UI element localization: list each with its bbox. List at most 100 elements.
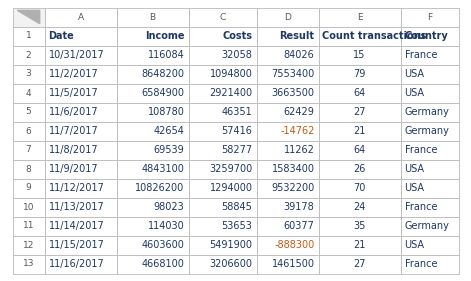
Bar: [188, 140, 257, 160]
Text: 3663500: 3663500: [271, 88, 315, 98]
Bar: [116, 140, 188, 160]
Text: 4668100: 4668100: [142, 259, 185, 269]
Bar: [13, 255, 44, 273]
Bar: [188, 198, 257, 216]
Bar: [400, 255, 458, 273]
Text: 11: 11: [23, 221, 34, 230]
Text: 4603600: 4603600: [142, 240, 185, 250]
Bar: [257, 65, 318, 83]
Text: 4843100: 4843100: [142, 164, 185, 174]
Bar: [44, 216, 116, 235]
Bar: [116, 26, 188, 46]
Bar: [188, 160, 257, 178]
Bar: [318, 178, 400, 198]
Text: 3: 3: [25, 69, 32, 78]
Bar: [44, 103, 116, 121]
Bar: [13, 178, 44, 198]
Bar: [44, 255, 116, 273]
Bar: [400, 46, 458, 65]
Text: -888300: -888300: [274, 240, 315, 250]
Bar: [188, 8, 257, 26]
Bar: [400, 8, 458, 26]
Bar: [400, 140, 458, 160]
Bar: [318, 198, 400, 216]
Bar: [318, 103, 400, 121]
Text: 69539: 69539: [154, 145, 185, 155]
Bar: [13, 8, 44, 26]
Bar: [116, 198, 188, 216]
Text: Country: Country: [405, 31, 448, 41]
Text: 6584900: 6584900: [141, 88, 185, 98]
Bar: [318, 160, 400, 178]
Bar: [257, 160, 318, 178]
Bar: [116, 46, 188, 65]
Bar: [318, 26, 400, 46]
Text: 27: 27: [353, 107, 366, 117]
Text: 58277: 58277: [221, 145, 252, 155]
Text: USA: USA: [405, 164, 424, 174]
Text: France: France: [405, 259, 437, 269]
Bar: [318, 121, 400, 140]
Text: 46351: 46351: [222, 107, 252, 117]
Bar: [13, 46, 44, 65]
Text: 8648200: 8648200: [141, 69, 185, 79]
Text: France: France: [405, 202, 437, 212]
Text: 13: 13: [23, 259, 34, 269]
Bar: [13, 198, 44, 216]
Text: 11/8/2017: 11/8/2017: [49, 145, 98, 155]
Bar: [44, 46, 116, 65]
Bar: [44, 121, 116, 140]
Bar: [188, 103, 257, 121]
Bar: [257, 83, 318, 103]
Bar: [257, 46, 318, 65]
Bar: [318, 65, 400, 83]
Bar: [400, 160, 458, 178]
Text: 11/16/2017: 11/16/2017: [49, 259, 104, 269]
Bar: [44, 178, 116, 198]
Bar: [44, 140, 116, 160]
Text: Germany: Germany: [405, 107, 449, 117]
Text: 5491900: 5491900: [210, 240, 252, 250]
Text: 1461500: 1461500: [271, 259, 315, 269]
Bar: [188, 160, 257, 178]
Bar: [188, 216, 257, 235]
Text: 21: 21: [353, 126, 365, 136]
Text: USA: USA: [405, 88, 424, 98]
Bar: [116, 198, 188, 216]
Bar: [257, 140, 318, 160]
Bar: [400, 8, 458, 26]
Bar: [318, 235, 400, 255]
Bar: [13, 83, 44, 103]
Text: 39178: 39178: [284, 202, 315, 212]
Text: Income: Income: [145, 31, 185, 41]
Text: 1294000: 1294000: [210, 183, 252, 193]
Bar: [13, 26, 44, 46]
Bar: [400, 65, 458, 83]
Bar: [400, 140, 458, 160]
Text: 10: 10: [23, 203, 34, 212]
Bar: [116, 8, 188, 26]
Bar: [257, 178, 318, 198]
Text: Result: Result: [279, 31, 315, 41]
Text: 10/31/2017: 10/31/2017: [49, 50, 104, 60]
Text: 79: 79: [353, 69, 365, 79]
Bar: [188, 198, 257, 216]
Bar: [188, 255, 257, 273]
Text: 84026: 84026: [284, 50, 315, 60]
Bar: [116, 8, 188, 26]
Bar: [400, 46, 458, 65]
Text: France: France: [405, 145, 437, 155]
Bar: [257, 83, 318, 103]
Bar: [116, 160, 188, 178]
Bar: [44, 65, 116, 83]
Text: 42654: 42654: [154, 126, 185, 136]
Bar: [257, 140, 318, 160]
Bar: [188, 46, 257, 65]
Text: Costs: Costs: [222, 31, 252, 41]
Bar: [400, 216, 458, 235]
Text: 12: 12: [23, 241, 34, 250]
Bar: [400, 198, 458, 216]
Bar: [13, 160, 44, 178]
Bar: [44, 26, 116, 46]
Text: D: D: [284, 12, 291, 22]
